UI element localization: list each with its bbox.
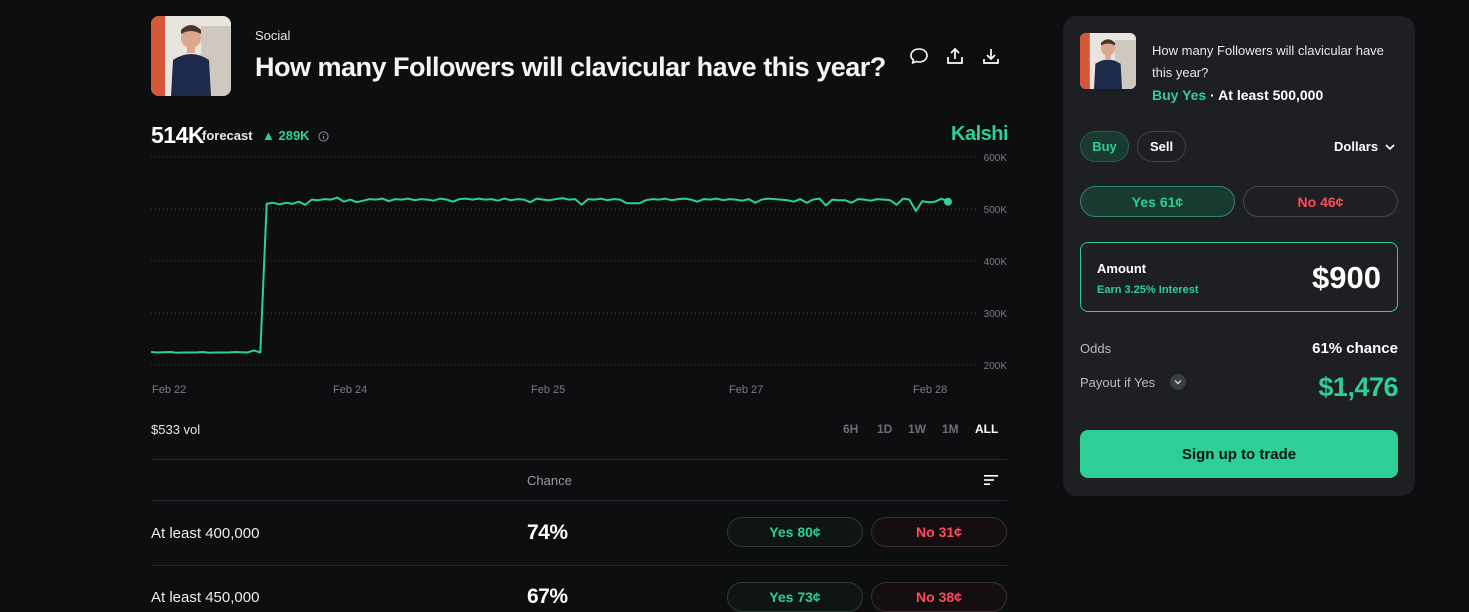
market-image [151,16,231,96]
sell-toggle[interactable]: Sell [1137,131,1186,162]
comment-icon[interactable] [909,46,929,66]
range-1w-button[interactable]: 1W [908,422,926,436]
x-tick-label: Feb 27 [729,384,763,396]
x-tick-label: Feb 24 [333,384,367,396]
panel-question: How many Followers will clavicular have … [1152,43,1384,80]
odds-label: Odds [1080,341,1112,356]
row-yes-button[interactable]: Yes 80¢ [727,517,863,547]
yes-price-button[interactable]: Yes 61¢ [1080,186,1235,217]
table-divider [151,565,1007,566]
row-no-button[interactable]: No 38¢ [871,582,1007,612]
currency-label: Dollars [1334,139,1379,154]
kalshi-logo: Kalshi [951,123,1009,145]
row-chance: 67% [527,585,568,608]
position-action: Buy Yes [1152,87,1207,103]
info-icon[interactable] [318,129,329,142]
range-1m-button[interactable]: 1M [942,422,959,436]
row-chance: 74% [527,521,568,544]
forecast-value: 514K [151,122,204,148]
sort-icon[interactable] [982,472,1000,488]
x-tick-label: Feb 25 [531,384,565,396]
row-yes-button[interactable]: Yes 73¢ [727,582,863,612]
x-tick-label: Feb 22 [152,384,186,396]
column-header-chance: Chance [527,473,572,488]
share-icon[interactable] [945,46,965,66]
trade-panel: How many Followers will clavicular have … [1063,16,1415,496]
forecast-chart: 600K 500K 400K 300K 200K Feb 22 Feb 24 Feb 25 F… [150,153,1008,396]
chevron-down-icon [1385,144,1395,151]
y-tick-label: 300K [984,309,1008,320]
market-category[interactable]: Social [255,28,291,43]
amount-input[interactable]: Amount Earn 3.25% Interest $900 [1080,242,1398,312]
sign-up-button[interactable]: Sign up to trade [1080,430,1398,478]
table-divider [151,500,1007,501]
no-price-button[interactable]: No 46¢ [1243,186,1398,217]
currency-dropdown[interactable]: Dollars [1334,139,1395,154]
range-1d-button[interactable]: 1D [877,422,893,436]
x-tick-label: Feb 28 [913,384,947,396]
payout-label: Payout if Yes [1080,375,1156,390]
series-endpoint [944,197,952,206]
amount-value: $900 [1312,260,1381,295]
range-all-button[interactable]: ALL [975,422,999,436]
table-divider [151,459,1007,460]
y-tick-label: 200K [984,361,1008,372]
panel-position: Buy Yes · At least 500,000 [1152,87,1323,103]
payout-chevron-icon[interactable] [1170,374,1186,390]
buy-toggle[interactable]: Buy [1080,131,1129,162]
position-outcome: At least 500,000 [1218,87,1324,103]
odds-value: 61% chance [1312,340,1398,357]
panel-market-image [1080,33,1136,89]
row-no-button[interactable]: No 31¢ [871,517,1007,547]
forecast-label: forecast [202,128,253,143]
y-tick-label: 600K [984,153,1008,164]
interest-label: Earn 3.25% Interest [1097,284,1199,296]
amount-label: Amount [1097,261,1147,276]
download-icon[interactable] [981,46,1001,66]
range-6h-button[interactable]: 6H [843,422,859,436]
position-separator: · [1206,87,1219,103]
market-title: How many Followers will clavicular have … [255,52,886,82]
series-line [150,196,949,354]
forecast-change: ▲ 289K [262,128,310,143]
payout-value: $1,476 [1318,372,1398,402]
y-tick-label: 500K [984,205,1008,216]
volume-label: $533 vol [151,422,201,437]
y-tick-label: 400K [984,257,1008,268]
row-label: At least 400,000 [151,525,260,542]
